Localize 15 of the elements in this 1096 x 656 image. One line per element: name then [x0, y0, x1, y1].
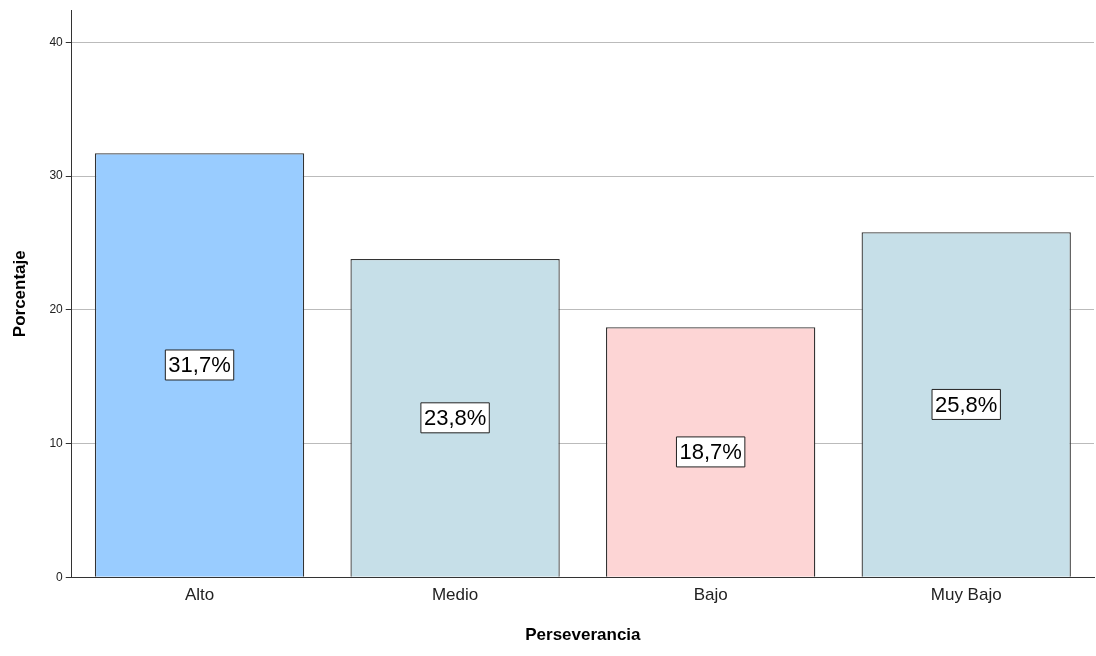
- y-tick-label: 0: [56, 569, 64, 584]
- x-tick-label: Alto: [184, 585, 215, 605]
- x-tick-label: Medio: [431, 585, 479, 605]
- y-tick-label: 30: [49, 168, 64, 183]
- y-tick-label: 20: [49, 302, 64, 317]
- y-tick-label: 10: [49, 435, 64, 450]
- x-tick-label: Muy Bajo: [930, 585, 1002, 605]
- y-tick-label: 40: [49, 34, 64, 49]
- data-label: 18,7%: [679, 438, 742, 464]
- data-label: 23,8%: [423, 404, 487, 430]
- y-axis-title: Porcentaje: [9, 250, 29, 338]
- data-label: 25,8%: [935, 391, 998, 417]
- x-tick-label: Bajo: [693, 585, 728, 605]
- x-axis-title: Perseverancia: [525, 625, 642, 645]
- data-label: 31,7%: [168, 352, 231, 378]
